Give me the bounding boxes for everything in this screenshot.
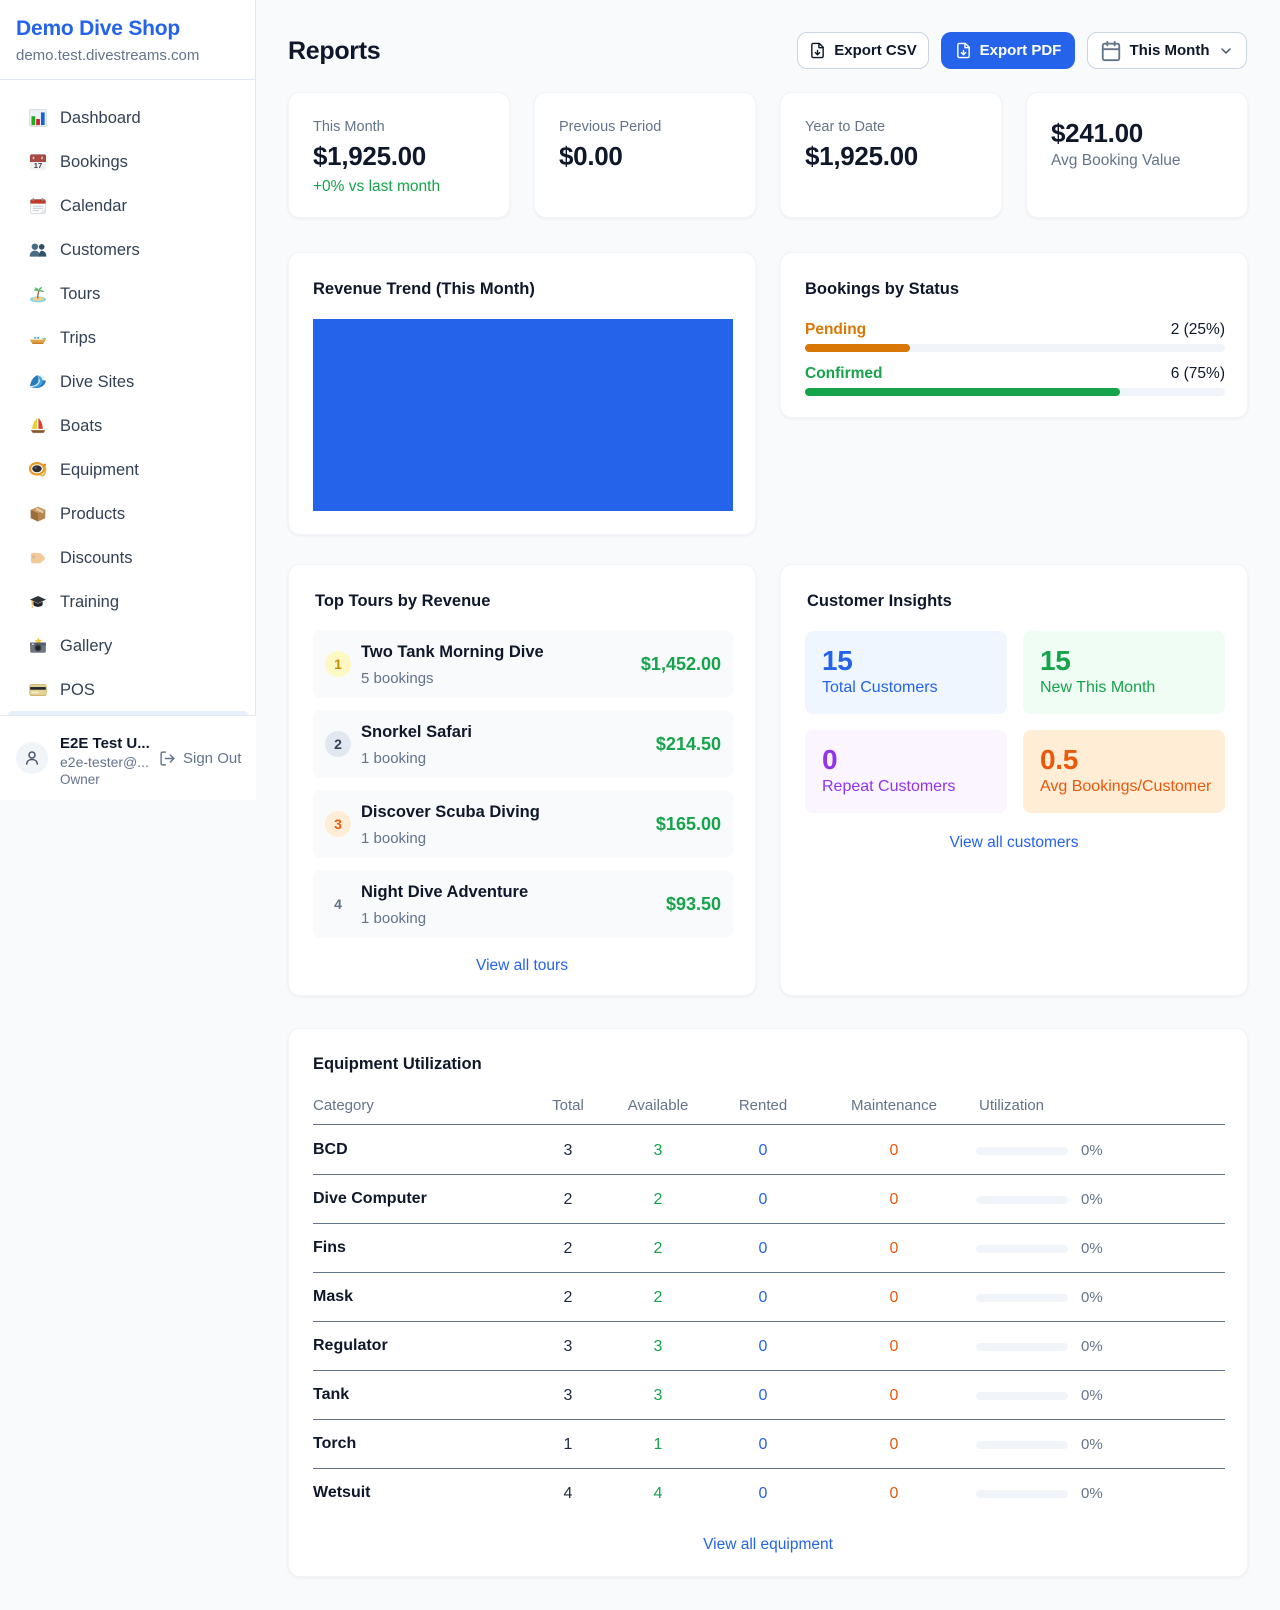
svg-text:17: 17 (34, 161, 42, 170)
